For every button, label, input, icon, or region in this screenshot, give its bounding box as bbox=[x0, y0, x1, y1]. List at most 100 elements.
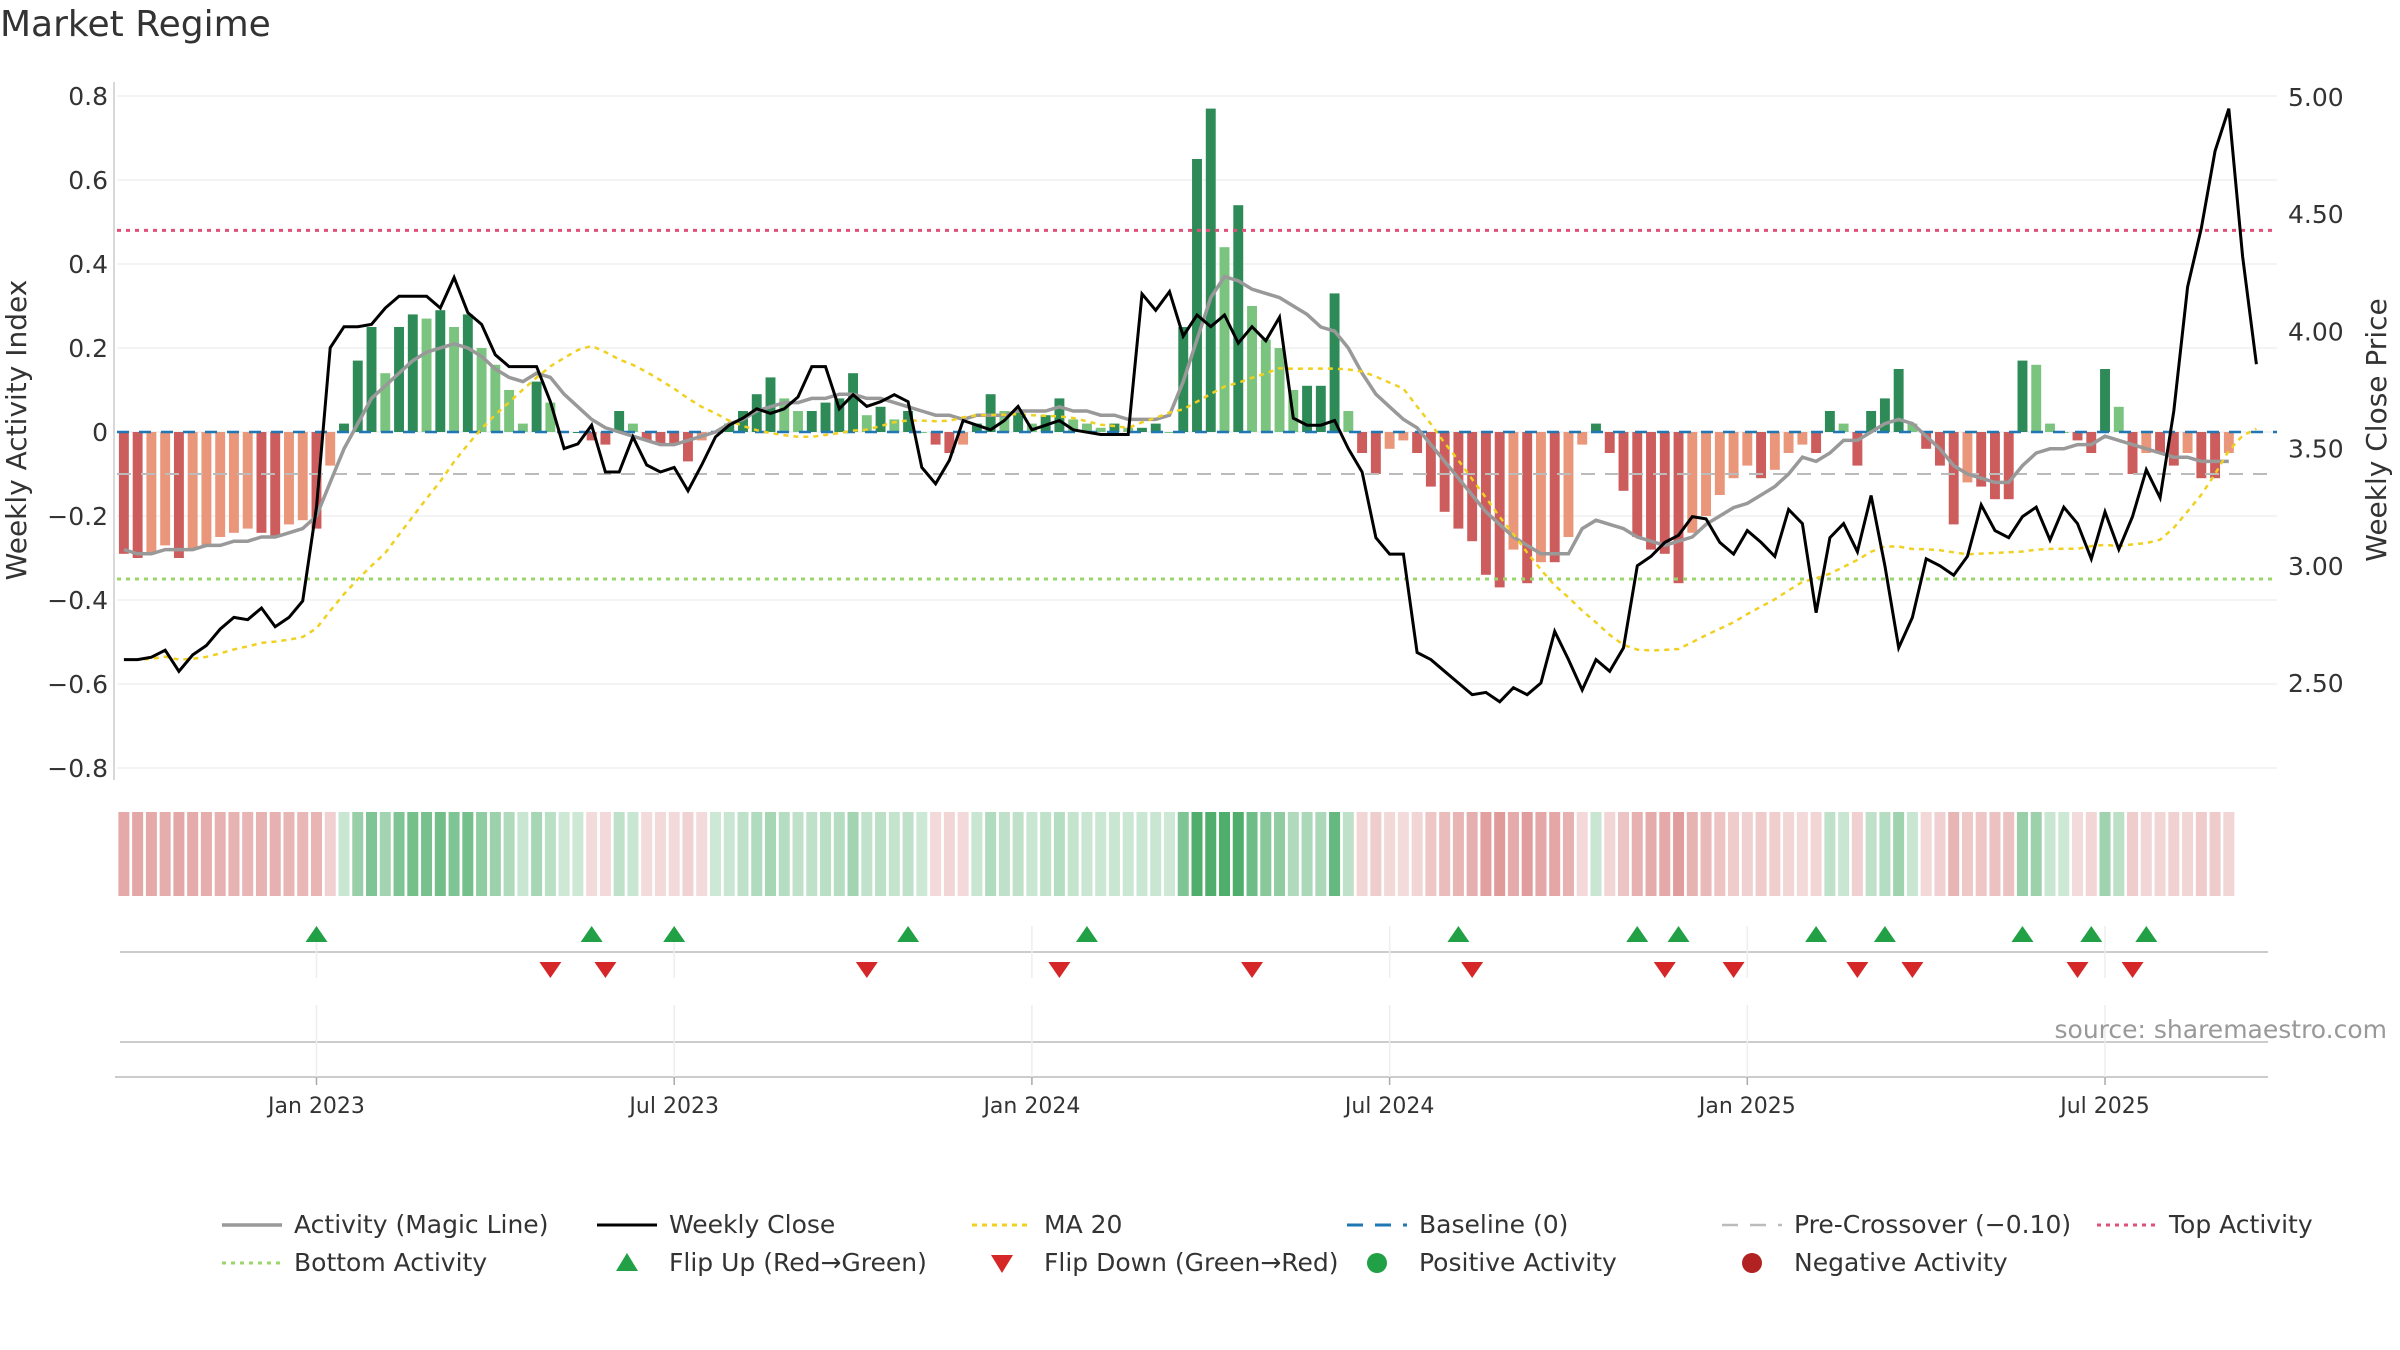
legend-swatch-flip-down bbox=[991, 1255, 1013, 1273]
activity-bar bbox=[971, 423, 982, 432]
regime-cell bbox=[1329, 812, 1341, 896]
legend-label: Top Activity bbox=[2168, 1210, 2313, 1239]
activity-bar bbox=[1508, 432, 1519, 550]
regime-cell bbox=[1452, 812, 1464, 896]
activity-bar bbox=[1673, 432, 1684, 584]
activity-bar bbox=[806, 411, 817, 432]
activity-bar bbox=[1164, 432, 1175, 433]
activity-bar bbox=[1494, 432, 1505, 588]
regime-cell bbox=[1810, 812, 1822, 896]
regime-cell bbox=[586, 812, 598, 896]
activity-bar bbox=[1480, 432, 1491, 575]
y-tick-label: −0.4 bbox=[47, 586, 108, 615]
regime-cell bbox=[145, 812, 157, 896]
flip-down-marker bbox=[1722, 962, 1745, 978]
activity-bar bbox=[352, 360, 363, 432]
flip-up-marker bbox=[305, 926, 328, 942]
x-tick-label: Jan 2025 bbox=[1697, 1094, 1796, 1119]
regime-cell bbox=[1411, 812, 1423, 896]
activity-bar bbox=[1260, 339, 1271, 432]
regime-cell bbox=[1851, 812, 1863, 896]
flip-down-marker bbox=[1241, 962, 1264, 978]
flip-down-marker bbox=[539, 962, 562, 978]
legend-swatch-flip-up bbox=[616, 1253, 638, 1271]
regime-cell bbox=[1879, 812, 1891, 896]
regime-cell bbox=[2223, 812, 2235, 896]
activity-bar bbox=[1604, 432, 1615, 453]
regime-cell bbox=[1507, 812, 1519, 896]
activity-bar bbox=[1315, 385, 1326, 432]
activity-bar bbox=[834, 398, 845, 432]
x-axis: Jan 2023 Jul 2023 Jan 2024 Jul 2024 Jan 2025… bbox=[266, 1077, 2150, 1119]
regime-cell bbox=[1012, 812, 1024, 896]
y-tick-label: 0.2 bbox=[68, 334, 108, 363]
regime-cell bbox=[1604, 812, 1616, 896]
legend-swatch-positive bbox=[1367, 1253, 1387, 1273]
y-tick-label: 0.6 bbox=[68, 166, 108, 195]
activity-bar bbox=[2196, 432, 2207, 479]
flip-up-marker bbox=[2080, 926, 2103, 942]
activity-bar bbox=[504, 390, 515, 432]
regime-cell bbox=[765, 812, 777, 896]
activity-bar bbox=[889, 419, 900, 432]
regime-cell bbox=[1865, 812, 1877, 896]
regime-cell bbox=[1562, 812, 1574, 896]
regime-cell bbox=[723, 812, 735, 896]
activity-bar bbox=[724, 423, 735, 432]
activity-bar bbox=[118, 432, 129, 554]
activity-bar bbox=[421, 318, 432, 432]
magic-line-series bbox=[123, 274, 2229, 556]
regime-cell bbox=[421, 812, 433, 896]
regime-cell bbox=[875, 812, 887, 896]
regime-cell bbox=[310, 812, 322, 896]
activity-bar bbox=[462, 314, 473, 432]
regime-cell bbox=[806, 812, 818, 896]
regime-cell bbox=[641, 812, 653, 896]
regime-cell bbox=[558, 812, 570, 896]
y2-tick-label: 5.00 bbox=[2288, 83, 2344, 112]
activity-bar bbox=[270, 432, 281, 537]
activity-bar bbox=[2017, 360, 2028, 432]
x-tick-label: Jan 2024 bbox=[981, 1094, 1080, 1119]
activity-bar bbox=[187, 432, 198, 550]
activity-bar bbox=[1783, 432, 1794, 453]
activity-bar bbox=[1714, 432, 1725, 495]
regime-cell bbox=[572, 812, 584, 896]
regime-cell bbox=[1122, 812, 1134, 896]
regime-cell bbox=[613, 812, 625, 896]
activity-bar bbox=[779, 398, 790, 432]
regime-cell bbox=[654, 812, 666, 896]
weekly-close-series bbox=[123, 108, 2258, 704]
regime-cell bbox=[1095, 812, 1107, 896]
regime-cell bbox=[2182, 812, 2194, 896]
regime-cell bbox=[1232, 812, 1244, 896]
flip-down-marker bbox=[2121, 962, 2144, 978]
flip-up-marker bbox=[2135, 926, 2158, 942]
regime-cell bbox=[1934, 812, 1946, 896]
regime-cell bbox=[930, 812, 942, 896]
regime-cell bbox=[916, 812, 928, 896]
regime-cell bbox=[1136, 812, 1148, 896]
regime-cell bbox=[1769, 812, 1781, 896]
activity-bar bbox=[1811, 432, 1822, 453]
activity-bar bbox=[1150, 423, 1161, 432]
regime-cell bbox=[1040, 812, 1052, 896]
regime-cell bbox=[379, 812, 391, 896]
activity-bar bbox=[2100, 369, 2110, 432]
activity-bar bbox=[1948, 432, 1959, 525]
activity-bar bbox=[641, 432, 652, 441]
activity-bar bbox=[1040, 415, 1051, 432]
regime-cell bbox=[985, 812, 997, 896]
regime-cell bbox=[957, 812, 969, 896]
activity-bar bbox=[916, 432, 927, 433]
activity-bar bbox=[683, 432, 693, 462]
regime-cell bbox=[1219, 812, 1231, 896]
x-tick-label: Jul 2024 bbox=[1343, 1094, 1435, 1119]
activity-bar bbox=[311, 432, 322, 529]
activity-bar bbox=[1247, 306, 1257, 432]
regime-cell bbox=[1494, 812, 1506, 896]
regime-cell bbox=[1163, 812, 1175, 896]
activity-bar bbox=[1370, 432, 1381, 474]
regime-cell bbox=[269, 812, 281, 896]
regime-cell bbox=[1287, 812, 1299, 896]
